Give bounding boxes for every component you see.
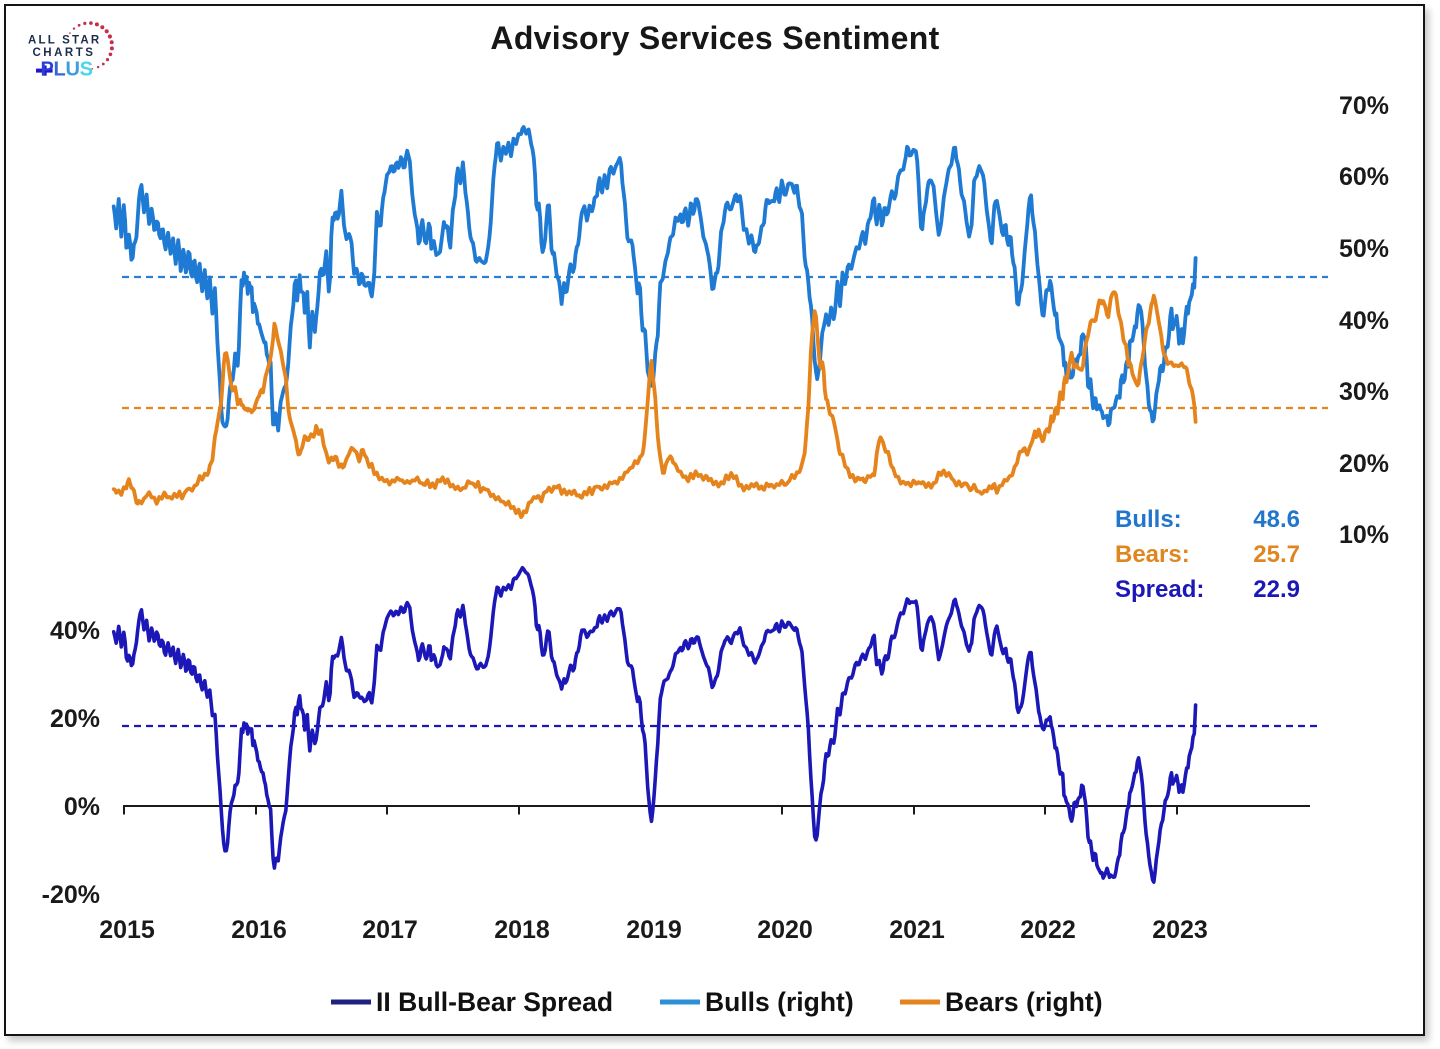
svg-text:0%: 0% [64,793,100,821]
svg-text:PLUS: PLUS [41,59,93,81]
svg-text:40%: 40% [50,617,100,645]
svg-text:II Bull-Bear Spread: II Bull-Bear Spread [376,987,613,1017]
svg-text:2021: 2021 [889,916,945,944]
svg-text:Bears (right): Bears (right) [945,987,1103,1017]
svg-text:30%: 30% [1339,378,1389,406]
svg-text:2020: 2020 [757,916,813,944]
svg-text:2023: 2023 [1152,916,1208,944]
svg-text:60%: 60% [1339,163,1389,191]
svg-text:50%: 50% [1339,235,1389,263]
svg-text:2019: 2019 [626,916,682,944]
svg-text:20%: 20% [50,705,100,733]
svg-text:10%: 10% [1339,521,1389,549]
svg-text:25.7: 25.7 [1253,541,1300,568]
svg-text:Spread:: Spread: [1115,576,1204,603]
svg-text:2016: 2016 [231,916,287,944]
svg-text:2017: 2017 [362,916,418,944]
svg-text:70%: 70% [1339,92,1389,120]
svg-text:40%: 40% [1339,307,1389,335]
svg-text:22.9: 22.9 [1253,576,1300,603]
svg-text:Bulls:: Bulls: [1115,506,1182,533]
svg-text:ALL STAR: ALL STAR [28,35,101,47]
svg-text:2015: 2015 [99,916,155,944]
svg-text:-20%: -20% [42,881,100,909]
svg-text:2022: 2022 [1020,916,1076,944]
svg-text:Advisory Services Sentiment: Advisory Services Sentiment [490,20,939,56]
svg-text:2018: 2018 [494,916,550,944]
svg-text:Bulls (right): Bulls (right) [705,987,854,1017]
svg-text:CHARTS: CHARTS [33,47,96,59]
svg-text:Bears:: Bears: [1115,541,1190,568]
svg-text:20%: 20% [1339,450,1389,478]
svg-text:48.6: 48.6 [1253,506,1300,533]
